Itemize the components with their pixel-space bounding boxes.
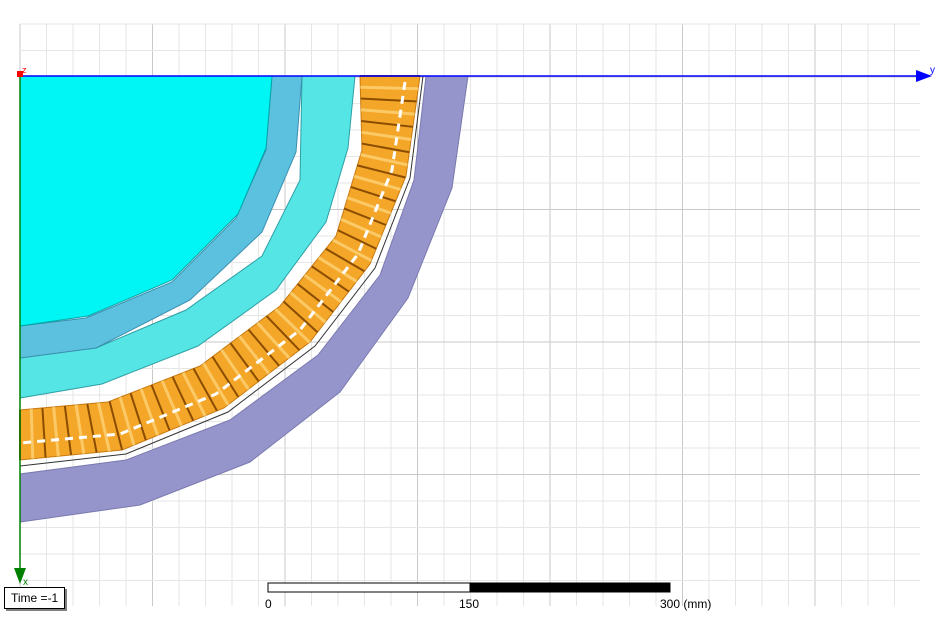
coil-segment-highlight — [360, 85, 419, 91]
coil-segment-highlight — [256, 321, 291, 359]
coil-segment-highlight — [181, 371, 207, 417]
coil-segment-divider — [247, 328, 280, 367]
scale-bar-tick-150: 150 — [459, 597, 480, 611]
coil-segment-divider — [129, 392, 147, 441]
coil-segment-divider — [86, 403, 98, 453]
coil-segment-divider — [311, 265, 350, 293]
coil-segment-divider — [63, 405, 73, 456]
scale-bar — [267, 582, 671, 593]
coil-segment-divider — [108, 401, 124, 451]
coil-segment-divider — [265, 315, 301, 351]
dashed-gap-boundary — [19, 75, 424, 467]
coil-segment-highlight — [332, 238, 373, 262]
scale-bar-light-segment — [267, 582, 471, 593]
origin-marker-label: z — [22, 65, 27, 75]
rotor-core-region[interactable] — [19, 75, 273, 327]
coil-segment-highlight — [317, 256, 358, 283]
coil-segment-divider — [211, 356, 240, 398]
origin-marker — [17, 71, 23, 77]
y-axis-arrowhead — [916, 70, 932, 82]
coil-segment-highlight — [303, 273, 342, 303]
time-label: Time =-1 — [4, 587, 66, 609]
scale-bar-dark-segment — [469, 582, 671, 593]
coil-segment-highlight — [118, 396, 136, 446]
coil-segment-highlight — [97, 402, 111, 452]
coil-segment-highlight — [347, 196, 392, 215]
coil-segment-highlight — [74, 404, 86, 454]
x-axis-arrowhead — [14, 568, 26, 584]
coil-segment-divider — [361, 142, 410, 154]
coil-segment-divider — [325, 247, 365, 273]
coil-segment-divider — [192, 368, 218, 412]
coil-segment-divider — [229, 342, 260, 382]
coil-segment-highlight — [361, 130, 412, 141]
coil-segment-highlight — [139, 388, 160, 436]
coil-segment-divider — [343, 207, 387, 226]
x-axis-label: x — [23, 577, 28, 588]
coil-segment-divider — [357, 164, 406, 179]
coil-segment-highlight — [220, 349, 250, 391]
scale-bar-tick-300: 300 (mm) — [660, 597, 712, 611]
coil-segment-highlight — [29, 408, 35, 459]
y-axis-label: y — [930, 65, 935, 76]
coil-segment-highlight — [340, 217, 382, 239]
coil-segment-highlight — [353, 174, 401, 191]
scale-bar-tick-0: 0 — [265, 597, 272, 611]
coil-segment-divider — [297, 283, 334, 313]
coil-segment-divider — [171, 376, 195, 422]
coil-segment-divider — [361, 120, 413, 128]
coil-segment-divider — [337, 229, 377, 250]
coil-segment-highlight — [160, 380, 183, 427]
coil-segment-highlight — [202, 362, 230, 406]
coil-segment-highlight — [360, 153, 408, 167]
coil-segment-highlight — [274, 308, 311, 344]
coil-segment-divider — [41, 407, 47, 458]
coil-segments — [19, 75, 420, 460]
coil-segment-highlight — [52, 406, 60, 457]
coil-segment-highlight — [238, 335, 271, 375]
coil-segment-highlight — [360, 108, 415, 116]
coil-centerline-dashes — [19, 81, 407, 445]
coil-segment-highlight — [289, 291, 327, 324]
coil-segment-divider — [282, 300, 319, 334]
coil-segment-divider — [150, 384, 171, 431]
coil-segment-divider — [350, 186, 396, 203]
coil-segment-divider — [360, 97, 417, 103]
